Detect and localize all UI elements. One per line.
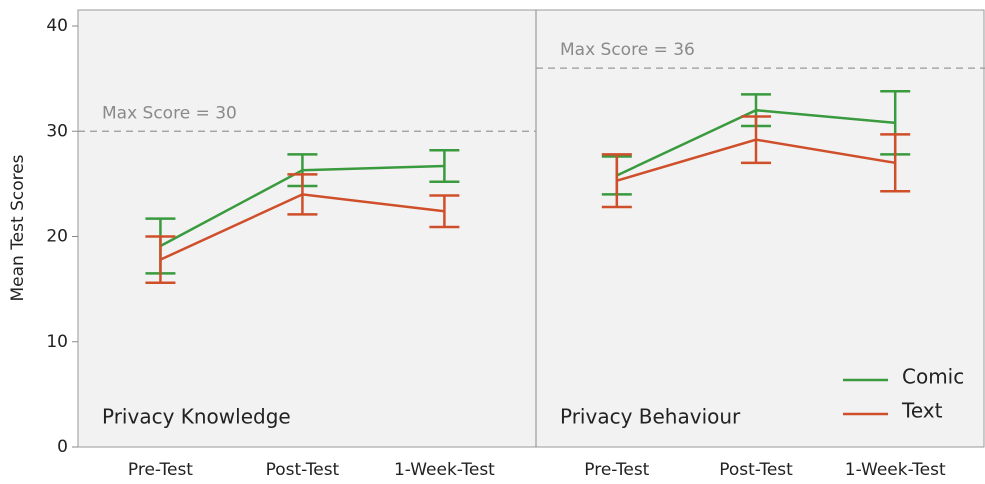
error-bar <box>145 235 176 285</box>
x-tick-label: Post-Test <box>719 460 793 480</box>
y-tick-label: 0 <box>57 437 68 457</box>
x-tick-label: 1-Week-Test <box>845 460 946 480</box>
error-bar <box>880 133 911 193</box>
y-tick-label: 40 <box>46 16 68 36</box>
y-axis-label: Mean Test Scores <box>8 154 28 301</box>
error-bar <box>429 148 460 184</box>
panel-title: Privacy Behaviour <box>560 405 741 429</box>
error-bar <box>429 194 460 229</box>
error-bar <box>287 173 318 216</box>
error-bar <box>601 153 632 209</box>
x-tick-label: Pre-Test <box>584 460 649 480</box>
legend-label: Text <box>901 399 943 423</box>
panel-title: Privacy Knowledge <box>102 405 291 429</box>
legend-label: Comic <box>902 365 964 389</box>
y-tick-label: 20 <box>46 227 68 247</box>
y-tick-label: 30 <box>46 121 68 141</box>
x-tick-label: Post-Test <box>266 460 340 480</box>
y-tick-label: 10 <box>46 332 68 352</box>
x-tick-label: Pre-Test <box>128 460 193 480</box>
max-score-label: Max Score = 36 <box>560 40 695 60</box>
plot-area <box>77 9 985 448</box>
error-bar <box>741 115 772 165</box>
x-tick-label: 1-Week-Test <box>394 460 495 480</box>
max-score-label: Max Score = 30 <box>102 103 237 123</box>
